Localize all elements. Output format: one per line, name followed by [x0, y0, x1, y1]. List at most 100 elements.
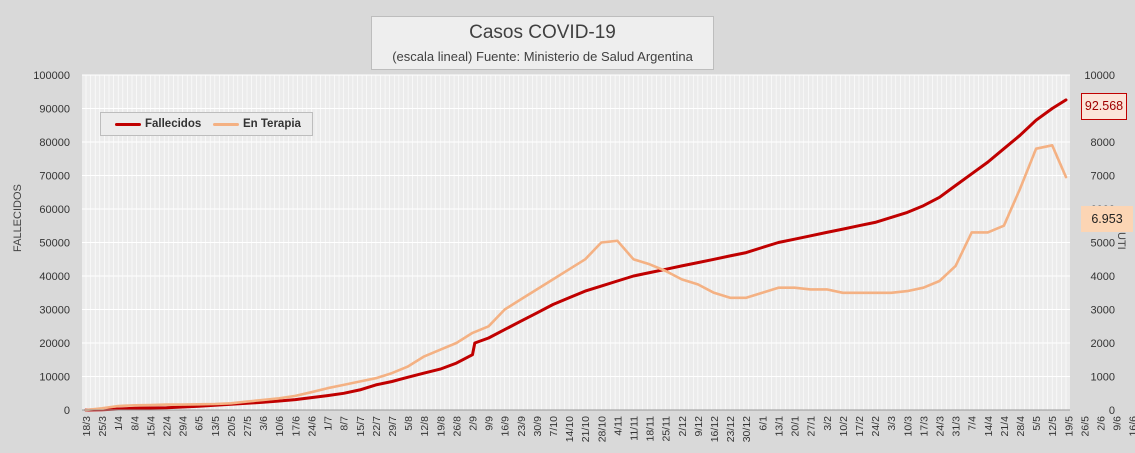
x-tick-label: 20/5 — [226, 416, 238, 437]
x-tick-label: 16/12 — [709, 416, 721, 442]
x-tick-label: 3/3 — [886, 416, 898, 431]
x-tick-label: 1/7 — [323, 416, 335, 431]
x-tick-label: 27/1 — [806, 416, 818, 437]
y-left-tick-label: 70000 — [39, 171, 70, 183]
x-tick-label: 14/10 — [564, 416, 576, 442]
x-tick-label: 29/7 — [387, 416, 399, 437]
x-tick-label: 29/4 — [178, 416, 190, 437]
legend-swatch-fallecidos — [115, 122, 141, 126]
x-tick-label: 1/4 — [113, 416, 125, 431]
legend-swatch-en-terapia — [213, 122, 239, 126]
y-right-tick-label: 5000 — [1091, 238, 1115, 250]
y-right-tick-label: 3000 — [1091, 305, 1115, 317]
x-tick-label: 16/6 — [1128, 416, 1135, 437]
x-tick-label: 31/3 — [951, 416, 963, 437]
y-right-tick-label: 8000 — [1091, 137, 1115, 149]
x-tick-label: 10/2 — [838, 416, 850, 437]
x-tick-label: 18/3 — [81, 416, 93, 437]
en-terapia-last-value-label: 6.953 — [1081, 206, 1133, 232]
fallecidos-last-value-label: 92.568 — [1081, 93, 1127, 120]
x-tick-label: 8/7 — [339, 416, 351, 431]
x-tick-label: 24/3 — [934, 416, 946, 437]
legend-item-en-terapia: En Terapia — [213, 118, 301, 130]
x-tick-label: 10/6 — [274, 416, 286, 437]
x-tick-label: 2/6 — [1096, 416, 1108, 431]
x-tick-label: 7/10 — [548, 416, 560, 437]
x-tick-label: 2/12 — [677, 416, 689, 437]
legend: Fallecidos En Terapia — [100, 112, 313, 136]
x-tick-label: 7/4 — [967, 416, 979, 431]
x-tick-label: 26/5 — [1079, 416, 1091, 437]
x-tick-label: 3/6 — [258, 416, 270, 431]
y-left-tick-label: 60000 — [39, 204, 70, 216]
x-tick-label: 14/4 — [983, 416, 995, 437]
x-tick-label: 6/5 — [194, 416, 206, 431]
series-line-fallecidos — [84, 98, 1068, 412]
x-tick-label: 5/5 — [1031, 416, 1043, 431]
x-tick-label: 30/9 — [532, 416, 544, 437]
x-tick-label: 9/12 — [693, 416, 705, 437]
x-tick-label: 19/8 — [435, 416, 447, 437]
y-left-tick-label: 80000 — [39, 137, 70, 149]
x-tick-label: 20/1 — [790, 416, 802, 437]
legend-label-en-terapia: En Terapia — [243, 118, 301, 130]
y-left-tick-label: 30000 — [39, 305, 70, 317]
x-tick-label: 15/7 — [355, 416, 367, 437]
x-tick-label: 15/4 — [145, 416, 157, 437]
x-tick-label: 16/9 — [500, 416, 512, 437]
series-line-en-terapia — [84, 144, 1068, 412]
legend-item-fallecidos: Fallecidos — [115, 118, 201, 130]
y-right-tick-label: 7000 — [1091, 171, 1115, 183]
x-tick-label: 9/9 — [484, 416, 496, 431]
y-right-tick-label: 10000 — [1084, 70, 1115, 82]
x-tick-label: 22/4 — [162, 416, 174, 437]
x-tick-label: 24/6 — [306, 416, 318, 437]
x-tick-label: 24/2 — [870, 416, 882, 437]
x-tick-label: 11/11 — [629, 416, 641, 441]
x-tick-label: 17/3 — [918, 416, 930, 437]
legend-label-fallecidos: Fallecidos — [145, 118, 202, 130]
x-tick-label: 6/1 — [757, 416, 769, 431]
y-left-tick-label: 10000 — [39, 372, 70, 384]
x-tick-label: 4/11 — [612, 416, 624, 436]
x-tick-label: 9/6 — [1112, 416, 1124, 431]
y-axis-left-ticks: 0 10000 20000 30000 40000 50000 60000 70000 8000… — [33, 70, 70, 417]
x-tick-label: 13/5 — [210, 416, 222, 437]
y-left-tick-label: 40000 — [39, 271, 70, 283]
x-tick-label: 13/1 — [773, 416, 785, 437]
x-tick-label: 28/4 — [1015, 416, 1027, 437]
x-tick-label: 3/2 — [822, 416, 834, 431]
y-left-tick-label: 90000 — [39, 104, 70, 116]
x-tick-label: 2/9 — [467, 416, 479, 431]
series-lines — [84, 98, 1068, 412]
x-tick-label: 8/4 — [129, 416, 141, 431]
x-tick-label: 12/8 — [419, 416, 431, 437]
x-axis-ticks: 18/3 25/3 1/4 8/4 15/4 22/4 29/4 6/5 13/5 20/5 27/… — [81, 416, 1135, 442]
y-right-tick-label: 1000 — [1091, 372, 1115, 384]
x-tick-label: 22/7 — [371, 416, 383, 437]
x-tick-label: 21/10 — [580, 416, 592, 442]
x-tick-label: 23/12 — [725, 416, 737, 442]
grid-lines — [82, 74, 1070, 411]
x-tick-label: 17/2 — [854, 416, 866, 437]
x-tick-label: 5/8 — [403, 416, 415, 431]
y-left-tick-label: 100000 — [33, 70, 70, 82]
chart-title: Casos COVID-19 — [469, 22, 616, 43]
x-tick-label: 30/12 — [741, 416, 753, 442]
x-tick-label: 12/5 — [1047, 416, 1059, 437]
x-tick-label: 19/5 — [1063, 416, 1075, 437]
x-tick-label: 17/6 — [290, 416, 302, 437]
chart-subtitle: (escala lineal) Fuente: Ministerio de Sa… — [392, 49, 693, 64]
y-right-tick-label: 4000 — [1091, 271, 1115, 283]
y-axis-left-title: FALLECIDOS — [12, 184, 24, 252]
x-tick-label: 23/9 — [516, 416, 528, 437]
chart-title-box: Casos COVID-19 (escala lineal) Fuente: M… — [371, 16, 714, 70]
y-left-tick-label: 0 — [64, 405, 70, 417]
x-tick-label: 21/4 — [999, 416, 1011, 437]
y-left-tick-label: 50000 — [39, 238, 70, 250]
y-axis-right-title: UTI — [1115, 232, 1127, 250]
x-tick-label: 28/10 — [596, 416, 608, 442]
y-right-tick-label: 2000 — [1091, 338, 1115, 350]
y-axis-right-ticks: 0100020003000400050006000700080009000100… — [1084, 70, 1115, 417]
